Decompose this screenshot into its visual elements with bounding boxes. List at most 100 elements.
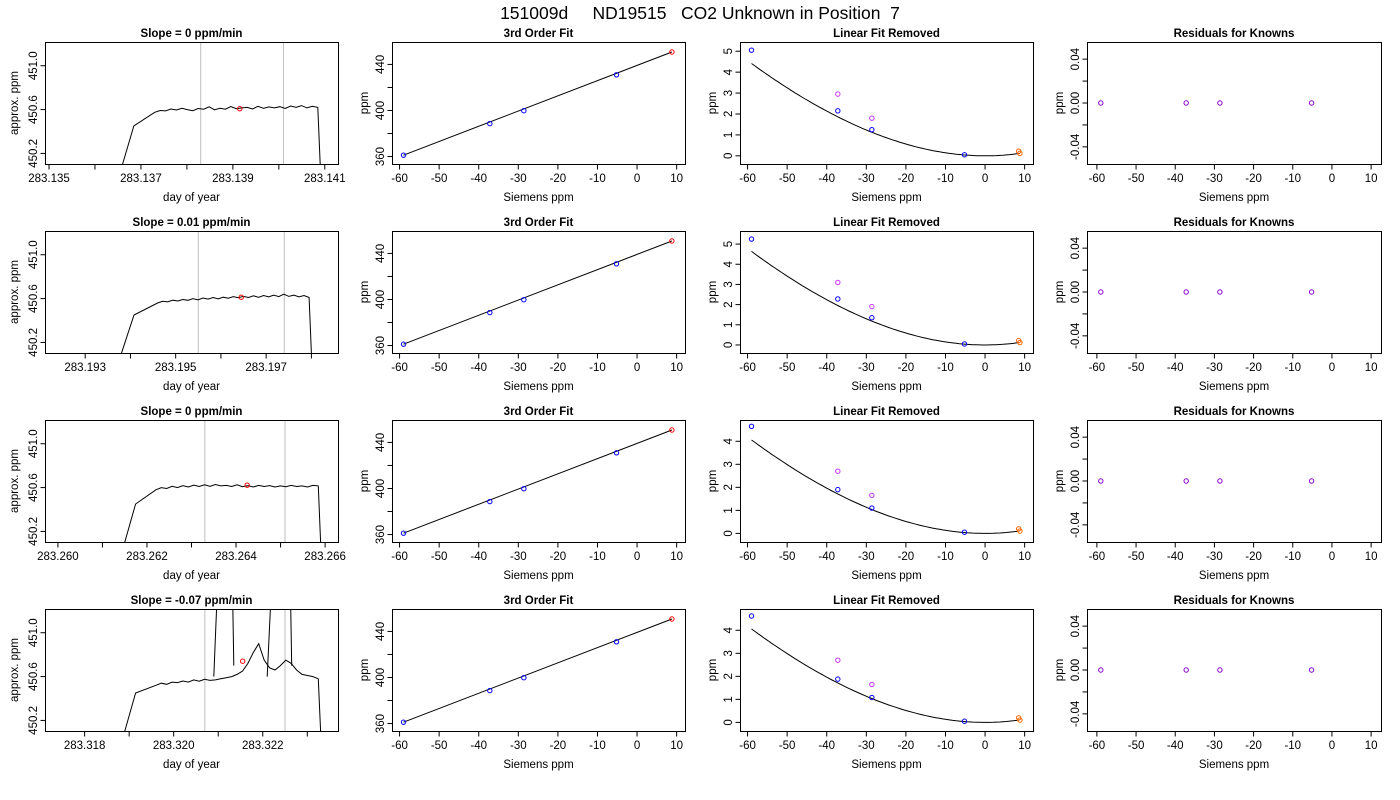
x-tick-label: 283.141 — [304, 173, 346, 185]
y-tick-label: 4 — [723, 437, 735, 444]
x-tick-label: 10 — [1365, 173, 1378, 185]
panel-data — [122, 42, 321, 164]
y-axis-label: ppm — [1054, 659, 1066, 681]
panel-title: Linear Fit Removed — [833, 217, 940, 229]
data-point — [400, 530, 407, 536]
panel-data — [400, 427, 675, 536]
x-tick-label: -10 — [1284, 740, 1301, 752]
unknown-point — [240, 658, 246, 664]
fit-curve — [751, 250, 1020, 346]
y-tick-label: 451.0 — [28, 240, 40, 269]
x-tick-label: -10 — [1284, 551, 1301, 563]
x-tick-label: -40 — [470, 551, 487, 563]
y-tick-label: 450.2 — [28, 139, 40, 168]
x-tick-label: -50 — [431, 551, 448, 563]
x-tick-label: -30 — [1206, 740, 1223, 752]
fit-curve — [751, 63, 1020, 157]
x-tick-label: 10 — [1018, 173, 1031, 185]
y-tick-label: -0.04 — [1070, 133, 1082, 160]
x-tick-label: -30 — [1206, 362, 1223, 374]
x-tick-label: 283.322 — [242, 740, 284, 752]
y-tick-label: -0.04 — [1070, 700, 1082, 727]
x-tick-label: 283.197 — [245, 362, 287, 374]
x-tick-label: -50 — [1128, 173, 1145, 185]
data-point — [1217, 100, 1223, 106]
panel-data — [124, 609, 322, 731]
x-tick-label: -40 — [1167, 173, 1184, 185]
data-point — [613, 450, 620, 456]
y-tick-label: 440 — [375, 55, 387, 74]
x-axis-label: Siemens ppm — [503, 381, 573, 393]
y-tick-label: 2 — [723, 111, 735, 117]
data-point — [748, 613, 755, 619]
x-tick-label: -50 — [431, 362, 448, 374]
x-tick-label: 283.195 — [155, 362, 197, 374]
y-tick-label: 450.2 — [28, 517, 40, 546]
x-tick-label: -20 — [898, 740, 915, 752]
y-tick-label: 450.6 — [28, 473, 40, 502]
fit-curve — [751, 628, 1020, 723]
panel-row4-time: Slope = -0.07 ppm/min 283.318 283.320 283.3… — [9, 595, 339, 771]
y-tick-label: 3 — [723, 281, 735, 287]
x-tick-label: -30 — [858, 362, 875, 374]
x-tick-label: -20 — [550, 362, 567, 374]
x-tick-label: -20 — [550, 551, 567, 563]
x-tick-label: -20 — [1245, 551, 1262, 563]
data-point — [669, 427, 675, 433]
x-tick-label: -60 — [739, 551, 756, 563]
x-tick-label: -20 — [550, 173, 567, 185]
panel-title: Linear Fit Removed — [833, 28, 940, 40]
x-tick-label: -40 — [470, 740, 487, 752]
plot-frame — [1087, 231, 1382, 354]
data-point — [487, 309, 493, 316]
x-tick-label: -40 — [470, 173, 487, 185]
data-point — [835, 108, 841, 114]
x-tick-label: 283.262 — [126, 551, 168, 563]
y-tick-label: 440 — [375, 433, 387, 452]
data-point — [613, 72, 620, 78]
x-tick-label: -20 — [550, 740, 567, 752]
y-tick-label: 450.6 — [28, 662, 40, 691]
x-tick-label: -20 — [898, 173, 915, 185]
x-tick-label: -30 — [1206, 551, 1223, 563]
x-tick-label: -40 — [1167, 362, 1184, 374]
x-tick-label: 283.193 — [64, 362, 106, 374]
data-point — [669, 49, 675, 55]
data-point — [1308, 100, 1315, 106]
y-axis-label: approx. ppm — [9, 71, 21, 135]
y-tick-label: 1 — [723, 132, 735, 138]
y-tick-label: 360 — [375, 525, 387, 544]
x-tick-label: 0 — [634, 740, 640, 752]
data-point — [1017, 339, 1023, 346]
x-tick-label: -60 — [1089, 740, 1106, 752]
x-tick-label: -10 — [589, 362, 606, 374]
panel-data — [400, 49, 675, 158]
plot-frame — [740, 420, 1034, 543]
panel-title: 3rd Order Fit — [504, 595, 574, 607]
data-point — [1098, 667, 1104, 673]
x-tick-label: 10 — [670, 551, 683, 563]
panel-title: Linear Fit Removed — [833, 595, 940, 607]
panel-row2-fit: 3rd Order Fit -60 -50 -40 -30 -20 -10 0 10 360 400… — [359, 217, 686, 393]
panel-title: Linear Fit Removed — [833, 406, 940, 418]
panel-row1-linres: Linear Fit Removed -60 -50 -40 -30 -20 -10 0 10 0… — [707, 28, 1034, 204]
data-point — [748, 423, 755, 430]
data-point — [487, 687, 493, 694]
data-point — [869, 492, 875, 499]
x-tick-label: 10 — [1365, 362, 1378, 374]
data-point — [1017, 150, 1023, 157]
x-tick-label: -10 — [937, 740, 954, 752]
y-tick-label: 1 — [723, 507, 735, 513]
x-tick-label: -50 — [431, 740, 448, 752]
panel-row4-fit: 3rd Order Fit -60 -50 -40 -30 -20 -10 0 10 360 400… — [359, 595, 686, 771]
y-tick-label: 0.04 — [1070, 614, 1082, 637]
plot-frame — [45, 231, 339, 354]
y-tick-label: 4 — [723, 68, 735, 75]
x-tick-label: -60 — [1089, 551, 1106, 563]
data-point — [961, 341, 968, 347]
plot-frame — [392, 420, 686, 543]
plot-frame — [392, 609, 686, 732]
x-tick-label: -50 — [1128, 740, 1145, 752]
panel-row3-time: Slope = 0 ppm/min 283.260 283.262 283.264 28… — [9, 406, 346, 582]
data-point — [1098, 478, 1104, 484]
